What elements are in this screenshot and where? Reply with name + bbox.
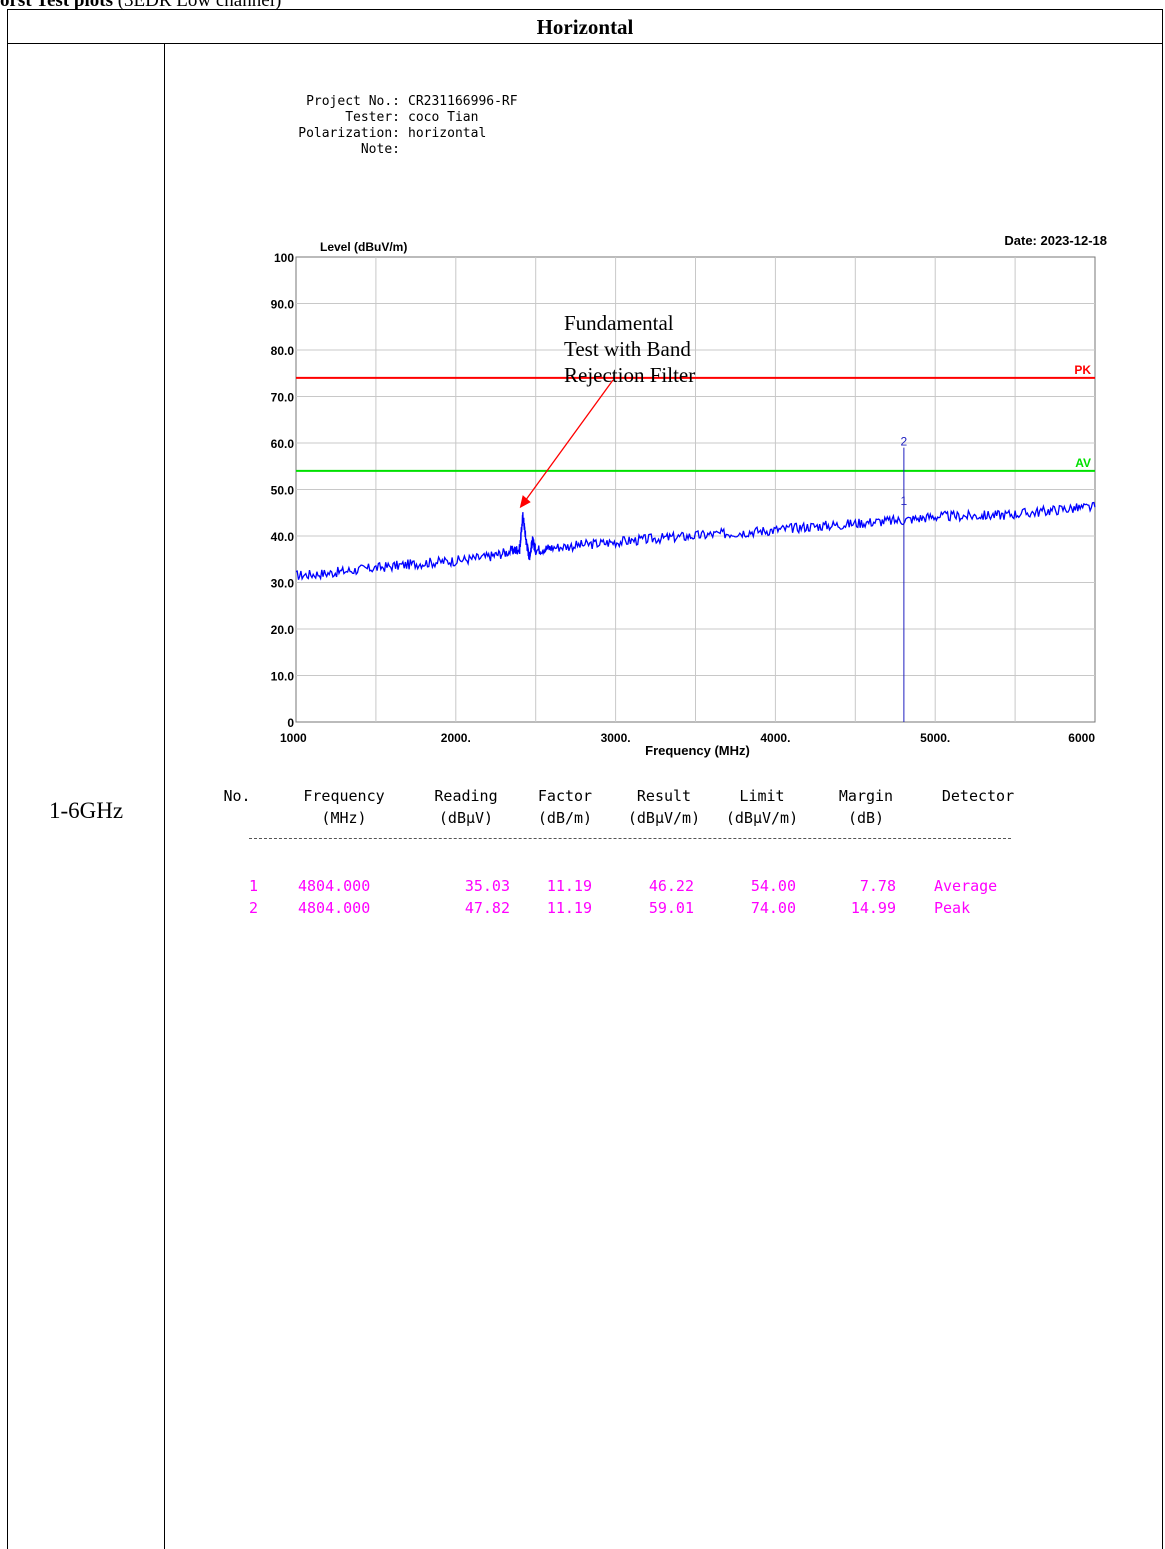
- column-divider: [164, 43, 165, 1549]
- y-tick-label: 60.0: [271, 437, 295, 451]
- meta-value: horizontal: [408, 126, 487, 141]
- polarization-header: Horizontal: [536, 15, 634, 39]
- x-tick-label: 5000.: [920, 731, 950, 745]
- y-tick-label: 80.0: [271, 344, 295, 358]
- col-unit-reading: (dBµV): [438, 809, 494, 827]
- col-unit-factor: (dB/m): [537, 809, 593, 827]
- annotation-arrow-line: [525, 379, 614, 501]
- marker-1-label: 1: [901, 494, 908, 508]
- row-1-frequency: 4804.000: [298, 877, 371, 895]
- emission-chart: 0 10.0 20.0 30.0 40.0 50.0 60.0 70.0 80.0 90.0 100…: [271, 233, 1107, 758]
- y-tick-label: 70.0: [271, 391, 295, 405]
- meta-row-tester: Tester: coco Tian: [242, 110, 518, 126]
- x-tick-label: 4000.: [760, 731, 790, 745]
- annotation-text: Test with Band: [564, 337, 691, 361]
- x-tick-label: 1000: [280, 731, 307, 745]
- y-tick-label: 40.0: [271, 530, 295, 544]
- header-divider: [249, 838, 1011, 839]
- heading-rest: (3EDR Low channel): [112, 0, 282, 11]
- row-1-margin: 7.78: [859, 877, 896, 895]
- y-tick-label: 100: [274, 251, 294, 265]
- row-2-reading: 47.82: [464, 899, 510, 917]
- x-axis-title: Frequency (MHz): [645, 743, 750, 758]
- col-header-frequency: Frequency: [303, 787, 385, 805]
- y-tick-label: 10.0: [271, 670, 295, 684]
- row-1-factor: 11.19: [546, 877, 592, 895]
- frequency-band-label: 1-6GHz: [48, 798, 124, 823]
- col-header-factor: Factor: [537, 787, 593, 805]
- row-1-limit: 54.00: [750, 877, 796, 895]
- x-tick-label: 3000.: [601, 731, 631, 745]
- annotation-text: Fundamental: [564, 311, 674, 335]
- y-axis-title: Level (dBuV/m): [320, 240, 407, 254]
- row-1-result: 46.22: [648, 877, 694, 895]
- limit-label-av: AV: [1075, 456, 1091, 470]
- y-tick-label: 20.0: [271, 623, 295, 637]
- row-2-no: 2: [248, 899, 258, 917]
- col-header-margin: Margin: [838, 787, 894, 805]
- y-tick-label: 90.0: [271, 298, 295, 312]
- meta-key: Note:: [360, 142, 400, 157]
- results-table: Horizontal 1-6GHz: [7, 9, 1163, 1549]
- col-unit-margin: (dB): [847, 809, 885, 827]
- marker-2-label: 2: [901, 435, 908, 449]
- col-unit-limit: (dBµV/m): [725, 809, 799, 827]
- table-header-row: Horizontal: [8, 10, 1162, 44]
- row-2-factor: 11.19: [546, 899, 592, 917]
- y-tick-label: 0: [287, 716, 294, 730]
- row-2-margin: 14.99: [850, 899, 896, 917]
- col-header-reading: Reading: [434, 787, 498, 805]
- limit-label-pk: PK: [1074, 363, 1091, 377]
- meta-key: Tester:: [345, 110, 400, 125]
- col-header-no: No.: [223, 787, 251, 805]
- col-unit-frequency: (MHz): [321, 809, 367, 827]
- meta-row-polarization: Polarization: horizontal: [242, 126, 518, 142]
- row-2-detector: Peak: [934, 899, 971, 917]
- meta-value: CR231166996-RF: [408, 94, 518, 109]
- meta-key: Polarization:: [298, 126, 400, 141]
- y-tick-label: 30.0: [271, 577, 295, 591]
- col-unit-result: (dBµV/m): [627, 809, 701, 827]
- heading-bold: orst Test plots: [0, 0, 113, 11]
- chart-date: Date: 2023-12-18: [1004, 233, 1107, 248]
- y-tick-label: 50.0: [271, 484, 295, 498]
- test-metadata: Project No.: CR231166996-RF Tester: coco T…: [242, 94, 518, 158]
- document-heading: orst Test plots (3EDR Low channel): [0, 0, 281, 10]
- annotation-text: Rejection Filter: [564, 363, 695, 387]
- row-2-frequency: 4804.000: [298, 899, 371, 917]
- col-header-limit: Limit: [739, 787, 785, 805]
- meta-value: coco Tian: [408, 110, 479, 125]
- spectrum-trace: [295, 501, 1096, 581]
- row-2-limit: 74.00: [750, 899, 796, 917]
- col-header-result: Result: [636, 787, 692, 805]
- row-1-detector: Average: [934, 877, 998, 895]
- x-tick-label: 2000.: [441, 731, 471, 745]
- row-2-result: 59.01: [648, 899, 694, 917]
- annotation-arrow-head: [519, 495, 531, 509]
- meta-key: Project No.:: [306, 94, 400, 109]
- x-tick-label: 6000: [1068, 731, 1095, 745]
- col-header-detector: Detector: [941, 787, 1015, 805]
- meta-row-project: Project No.: CR231166996-RF: [242, 94, 518, 110]
- row-1-no: 1: [248, 877, 258, 895]
- row-1-reading: 35.03: [464, 877, 510, 895]
- meta-row-note: Note:: [242, 142, 518, 158]
